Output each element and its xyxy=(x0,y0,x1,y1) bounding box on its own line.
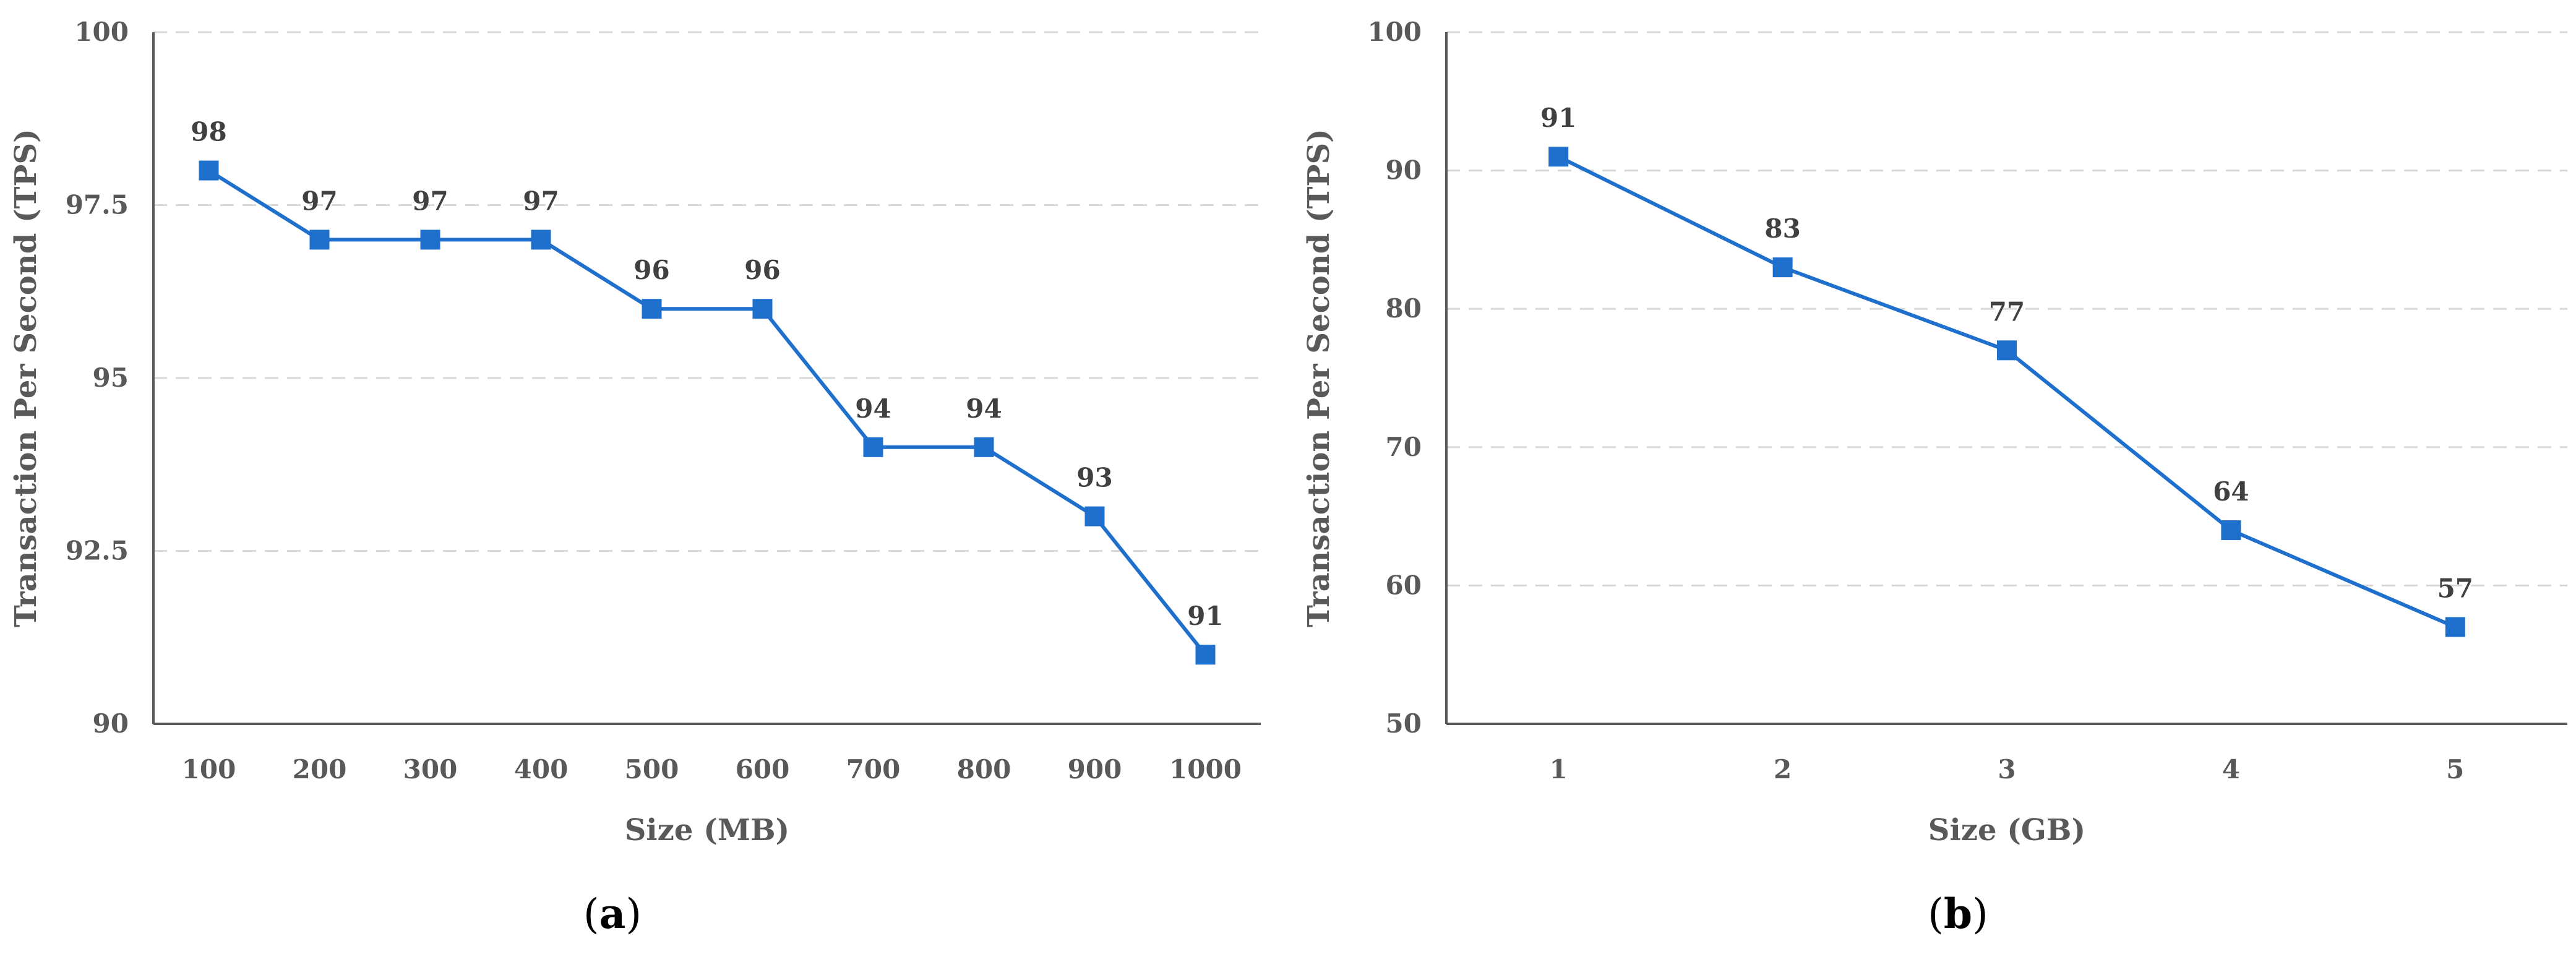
data-label: 94 xyxy=(966,393,1002,424)
y-tick-label: 90 xyxy=(93,708,129,739)
x-tick-label: 4 xyxy=(2222,754,2240,784)
data-point-marker xyxy=(863,437,883,457)
chart-a: 90 92.5 95 97.5 100 100 200 300 400 500 600 700 800 9… xyxy=(9,17,1261,938)
data-label: 96 xyxy=(744,255,780,285)
x-axis-title: Size (MB) xyxy=(625,813,790,848)
y-tick-label: 100 xyxy=(74,17,129,47)
chart-b: 50 60 70 80 90 100 1 2 3 4 5 91 83 77 64 57 Size (GB) Tra… xyxy=(1302,17,2567,938)
x-tick-label: 5 xyxy=(2446,754,2464,784)
data-label: 96 xyxy=(633,255,669,285)
panel-label-open: ( xyxy=(1928,890,1944,938)
data-label: 83 xyxy=(1764,213,1800,244)
data-label: 98 xyxy=(191,117,226,147)
data-point-marker xyxy=(752,299,773,319)
data-label: 93 xyxy=(1076,463,1112,493)
data-label: 57 xyxy=(2437,573,2473,603)
data-point-marker xyxy=(309,230,330,250)
data-label: 91 xyxy=(1540,103,1576,133)
data-point-marker xyxy=(2221,520,2241,540)
data-point-marker xyxy=(1548,147,1569,167)
data-point-marker xyxy=(1772,257,1793,278)
panel-label-letter: a xyxy=(599,890,626,938)
panel-label-close: ) xyxy=(625,890,642,938)
y-tick-label: 50 xyxy=(1386,708,1422,739)
data-point-marker xyxy=(420,230,440,250)
x-tick-label: 3 xyxy=(1998,754,2016,784)
x-tick-label: 2 xyxy=(1774,754,1792,784)
x-tick-label: 1000 xyxy=(1169,754,1242,784)
panel-label: (b) xyxy=(1928,890,1988,938)
x-tick-label: 700 xyxy=(846,754,901,784)
data-point-marker xyxy=(531,230,551,250)
y-axis-title: Transaction Per Second (TPS) xyxy=(1302,129,1336,627)
data-label: 97 xyxy=(523,186,559,216)
data-label: 94 xyxy=(855,393,891,424)
x-tick-label: 1 xyxy=(1550,754,1568,784)
data-point-marker xyxy=(199,160,219,181)
data-label: 64 xyxy=(2213,476,2249,507)
data-label: 91 xyxy=(1187,601,1223,631)
x-tick-label: 600 xyxy=(736,754,790,784)
series-line xyxy=(207,169,1207,656)
y-tick-label: 97.5 xyxy=(66,190,129,220)
x-tick-label: 800 xyxy=(957,754,1011,784)
y-tick-label: 100 xyxy=(1367,17,1422,47)
data-label: 97 xyxy=(301,186,337,216)
panel-label: (a) xyxy=(583,890,642,938)
panel-label-letter: b xyxy=(1944,890,1972,938)
panel-label-close: ) xyxy=(1972,890,1988,938)
data-label: 77 xyxy=(1989,296,2025,327)
x-tick-label: 400 xyxy=(514,754,569,784)
data-point-marker xyxy=(2445,617,2465,637)
y-tick-label: 95 xyxy=(93,363,129,393)
x-tick-label: 200 xyxy=(293,754,347,784)
panel-label-open: ( xyxy=(583,890,599,938)
x-tick-label: 500 xyxy=(625,754,679,784)
series-line xyxy=(1557,155,2456,629)
x-tick-label: 300 xyxy=(403,754,458,784)
y-tick-label: 60 xyxy=(1386,570,1422,600)
x-tick-label: 100 xyxy=(182,754,236,784)
x-axis-title: Size (GB) xyxy=(1928,813,2085,848)
data-label: 97 xyxy=(412,186,448,216)
y-tick-label: 90 xyxy=(1386,155,1422,186)
data-point-marker xyxy=(1084,506,1105,526)
data-point-marker xyxy=(642,299,662,319)
data-point-marker xyxy=(1195,645,1216,665)
data-point-marker xyxy=(1997,340,2017,361)
y-tick-label: 92.5 xyxy=(66,536,129,566)
data-point-marker xyxy=(974,437,994,457)
y-tick-label: 70 xyxy=(1386,432,1422,462)
x-tick-label: 900 xyxy=(1068,754,1122,784)
y-tick-label: 80 xyxy=(1386,293,1422,324)
y-axis-title: Transaction Per Second (TPS) xyxy=(9,129,43,627)
